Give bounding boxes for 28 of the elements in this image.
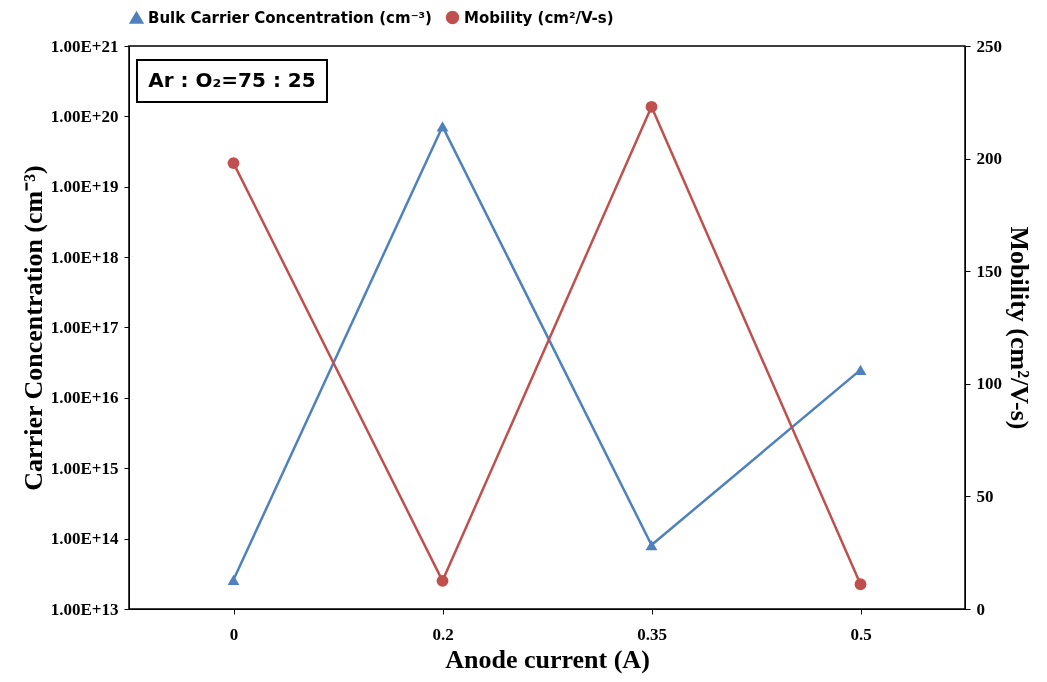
legend-label: Bulk Carrier Concentration (cm⁻³) [148, 8, 432, 27]
legend-label: Mobility (cm²/V-s) [464, 8, 614, 27]
point [436, 121, 449, 132]
y2-tick-label: 150 [976, 261, 1002, 281]
y2-tick-label: 50 [976, 486, 994, 506]
y2-tick-label: 0 [976, 599, 985, 619]
y-axis-title: Carrier Concentration (cm⁻³) [18, 165, 48, 491]
y-tick-label: 1.00E+19 [50, 177, 119, 197]
x-tick-label: 0 [229, 624, 239, 644]
point [645, 539, 658, 551]
y2-tick-label: 200 [976, 149, 1002, 169]
annotation: Ar : O₂=75 : 25 [148, 68, 316, 92]
point [227, 574, 240, 585]
y-tick-label: 1.00E+14 [50, 529, 119, 549]
y-tick-label: 1.00E+21 [50, 36, 119, 56]
x-axis-title: Anode current (A) [445, 644, 650, 674]
y-tick-label: 1.00E+16 [50, 388, 119, 408]
y-tick-label: 1.00E+18 [50, 247, 119, 267]
y2-tick-label: 250 [976, 36, 1002, 56]
y2-tick-label: 100 [976, 374, 1002, 394]
x-tick-label: 0.5 [850, 624, 872, 644]
x-tick-label: 0.2 [432, 624, 454, 644]
y-tick-label: 1.00E+17 [50, 318, 119, 337]
x-tick-label: 0.35 [637, 624, 667, 644]
y-tick-label: 1.00E+20 [50, 106, 119, 126]
y-tick-label: 1.00E+13 [50, 599, 119, 619]
y-tick-label: 1.00E+15 [50, 458, 119, 478]
y2-axis-title: Mobility (cm²/V-s) [1005, 226, 1034, 430]
